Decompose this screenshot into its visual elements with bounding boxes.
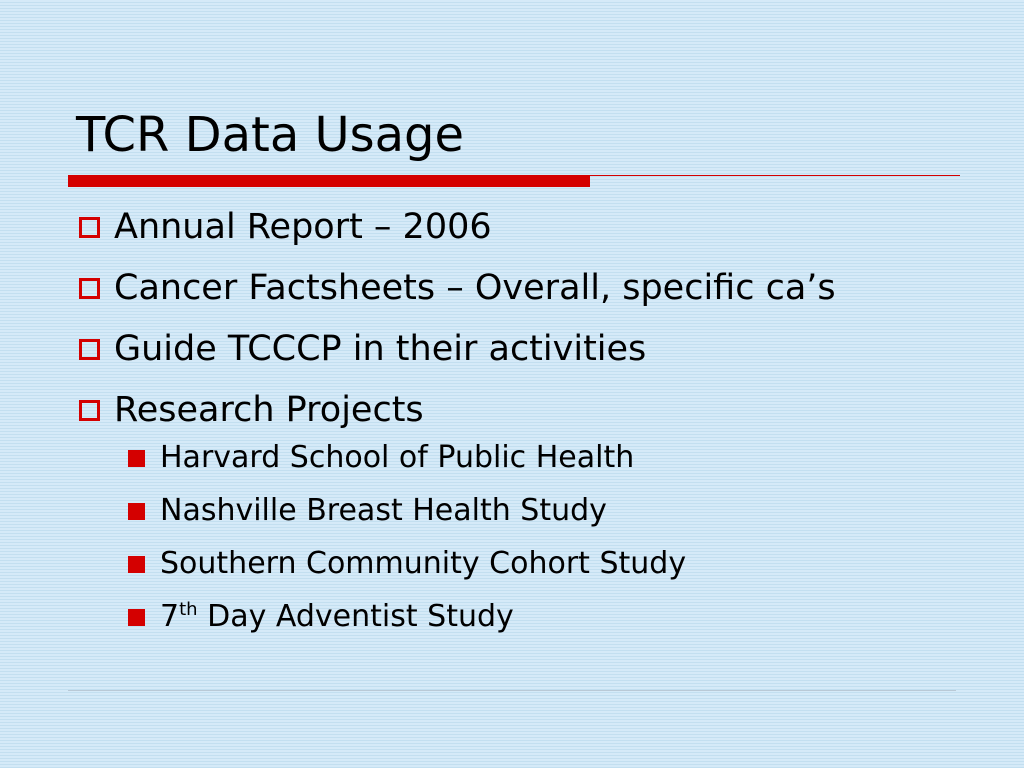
bullet-cancer-factsheets: Cancer Factsheets – Overall, specific ca…	[76, 263, 956, 313]
title-underline-thin	[590, 175, 960, 176]
footer-divider	[68, 690, 956, 691]
bullet-annual-report: Annual Report – 2006	[76, 202, 956, 252]
sub-bullet-text: Nashville Breast Health Study	[160, 493, 607, 528]
square-bullet-icon	[128, 556, 145, 573]
square-bullet-icon	[128, 609, 145, 626]
box-bullet-icon	[79, 217, 100, 238]
title-underline-thick	[68, 175, 590, 187]
bullet-text: Cancer Factsheets – Overall, specific ca…	[114, 268, 836, 308]
sub-bullet-text: Day Adventist Study	[197, 599, 514, 634]
sub-bullet-southern-community: Southern Community Cohort Study	[114, 537, 956, 590]
slide-title: TCR Data Usage	[76, 107, 465, 163]
square-bullet-icon	[128, 503, 145, 520]
box-bullet-icon	[79, 339, 100, 360]
bullet-text: Annual Report – 2006	[114, 207, 492, 247]
sub-bullet-text: Southern Community Cohort Study	[160, 546, 687, 581]
bullet-guide-tcccp: Guide TCCCP in their activities	[76, 324, 956, 374]
ordinal-superscript: th	[179, 599, 198, 620]
bullet-list: Annual Report – 2006 Cancer Factsheets –…	[76, 202, 956, 654]
square-bullet-icon	[128, 450, 145, 467]
sub-bullet-nashville: Nashville Breast Health Study	[114, 484, 956, 537]
sub-bullet-prefix: 7	[160, 599, 180, 634]
sub-bullet-text: Harvard School of Public Health	[160, 440, 635, 475]
sub-bullet-adventist: 7th Day Adventist Study	[114, 590, 956, 643]
bullet-text: Research Projects	[114, 390, 424, 430]
bullet-research-projects: Research Projects Harvard School of Publ…	[76, 385, 956, 643]
bullet-text: Guide TCCCP in their activities	[114, 329, 647, 369]
sub-bullet-list: Harvard School of Public Health Nashvill…	[114, 431, 956, 643]
box-bullet-icon	[79, 400, 100, 421]
box-bullet-icon	[79, 278, 100, 299]
sub-bullet-harvard: Harvard School of Public Health	[114, 431, 956, 484]
